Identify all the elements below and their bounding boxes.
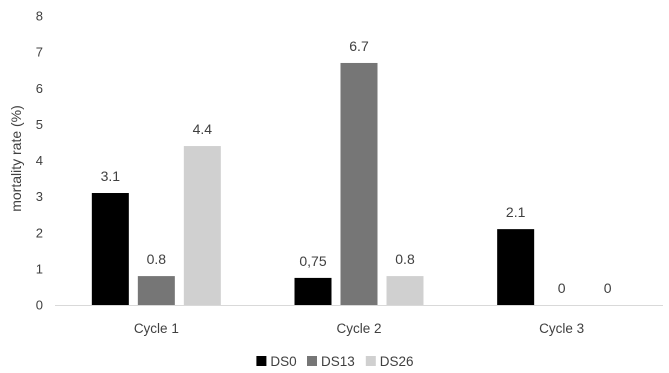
- bar-ds26-cycle-1: [183, 146, 221, 305]
- y-tick-label: 5: [36, 117, 43, 132]
- legend-swatch-ds13: [307, 356, 317, 366]
- data-label: 0,75: [299, 253, 326, 269]
- y-tick-label: 0: [36, 298, 43, 313]
- bar-ds26-cycle-2: [386, 276, 424, 305]
- y-tick-label: 6: [36, 81, 43, 96]
- y-tick-label: 8: [36, 9, 43, 24]
- data-label: 0: [558, 280, 566, 296]
- data-label: 4.4: [193, 121, 213, 137]
- data-label: 0.8: [147, 251, 167, 267]
- y-tick-label: 1: [36, 261, 43, 276]
- bar-ds0-cycle-2: [294, 277, 332, 305]
- legend-swatch-ds26: [365, 356, 376, 366]
- legend-label-ds13: DS13: [321, 354, 355, 369]
- x-tick-label: Cycle 3: [539, 321, 584, 336]
- data-label: 3.1: [101, 168, 121, 184]
- y-axis-title: mortality rate (%): [8, 105, 24, 212]
- y-tick-label: 3: [36, 189, 43, 204]
- legend-swatch-ds0: [256, 356, 267, 366]
- data-label: 2.1: [506, 204, 526, 220]
- bar-ds0-cycle-3: [497, 229, 535, 305]
- y-tick-label: 2: [36, 225, 43, 240]
- data-label: 0: [604, 280, 612, 296]
- y-tick-label: 4: [36, 153, 43, 168]
- bar-ds13-cycle-1: [137, 276, 175, 305]
- legend-label-ds26: DS26: [380, 354, 414, 369]
- bar-ds13-cycle-2: [340, 62, 378, 306]
- y-tick-label: 7: [36, 45, 43, 60]
- data-label: 6.7: [349, 38, 369, 54]
- bar-ds0-cycle-1: [91, 193, 129, 305]
- x-tick-label: Cycle 2: [336, 321, 381, 336]
- x-tick-label: Cycle 1: [134, 321, 179, 336]
- data-label: 0.8: [395, 251, 415, 267]
- legend-label-ds0: DS0: [270, 354, 296, 369]
